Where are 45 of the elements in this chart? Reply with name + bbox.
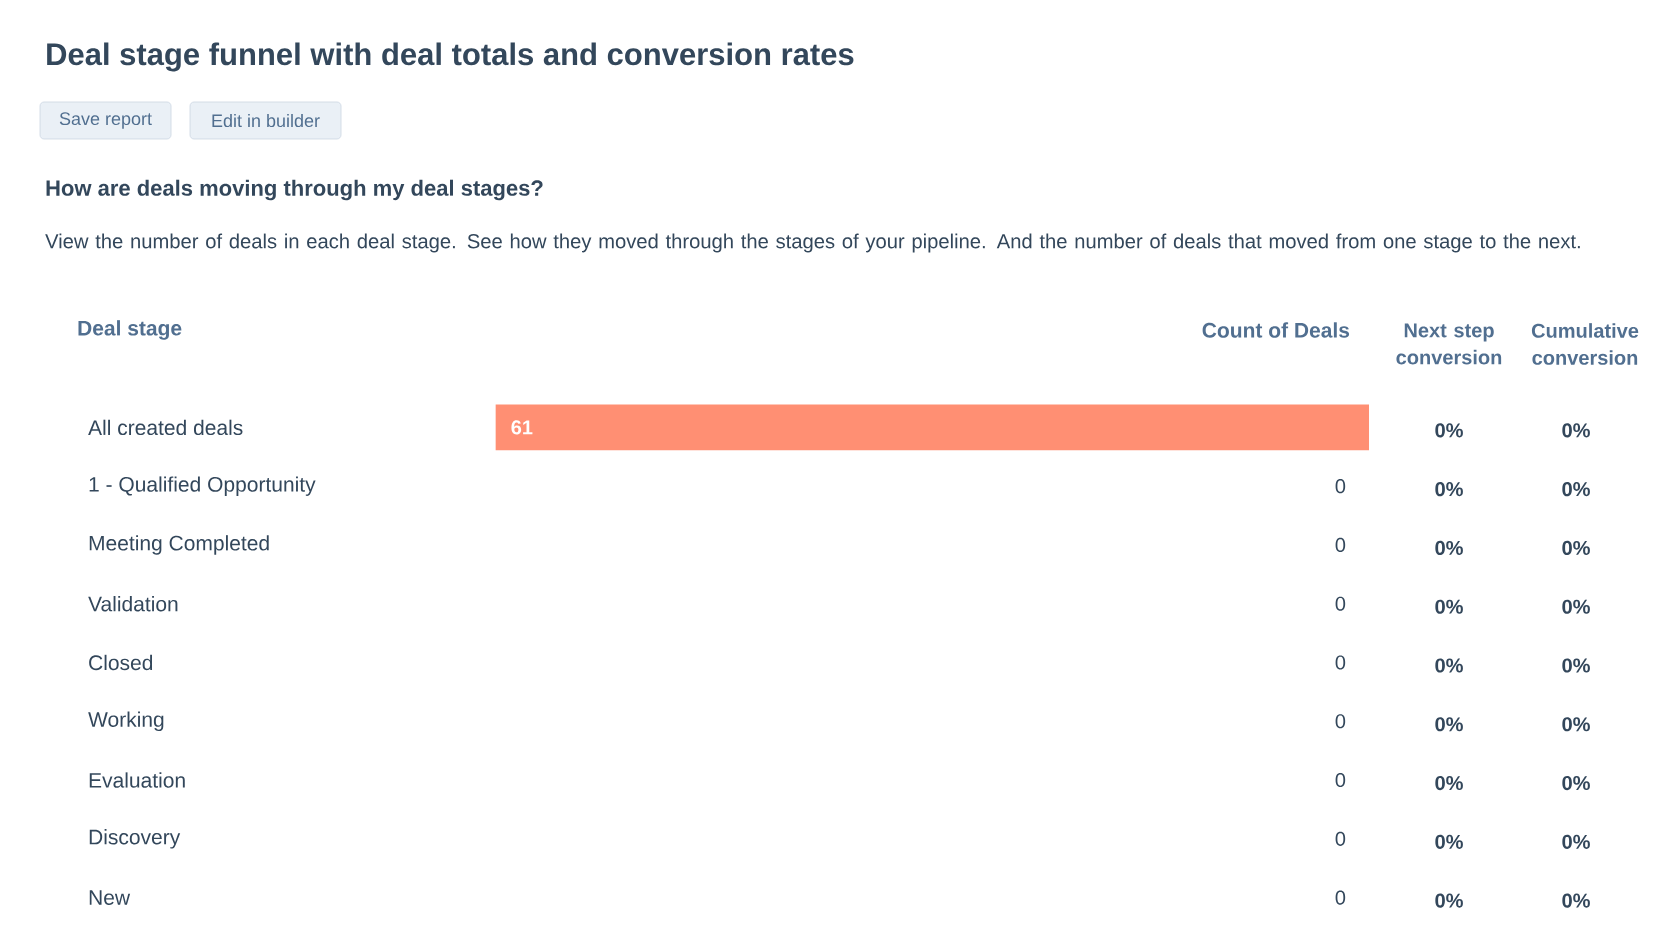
text: 0% — [1435, 893, 1463, 908]
text: Save report — [59, 112, 152, 129]
data-label: 0 — [1335, 831, 1346, 846]
y-axis-title: Deal stage — [78, 320, 182, 340]
data-label: 0 — [1335, 772, 1346, 788]
chart-title: Deal stage funnel with deal totals and conversion rates — [47, 42, 854, 72]
y-tick-label: 1 - Qualified Opportunity — [89, 476, 316, 496]
text: 0% — [1435, 658, 1463, 673]
data-label: 0 — [1335, 655, 1346, 670]
text: 0% — [1562, 658, 1590, 673]
data-label: 0 — [1335, 596, 1346, 611]
text: 0% — [1435, 717, 1463, 732]
text: 0% — [1435, 834, 1463, 849]
data-label: 0 — [1335, 479, 1346, 494]
text: 0% — [1562, 834, 1590, 849]
text: 0% — [1435, 423, 1463, 438]
text: View the number of deals in each deal stage. See how they moved through the stages of your pipeline. And the number of deals that moved from one stage to the next. — [45, 233, 1580, 253]
text: 0% — [1435, 482, 1463, 497]
text: 0% — [1562, 717, 1590, 732]
text: 0% — [1435, 540, 1463, 556]
y-tick-label: Validation — [88, 596, 178, 612]
text: 0% — [1562, 599, 1590, 614]
text: 0% — [1562, 893, 1590, 908]
y-tick-label: Working — [88, 711, 164, 732]
text: 0% — [1562, 482, 1590, 497]
y-tick-label: Meeting Completed — [89, 535, 269, 555]
data-label: 0 — [1335, 714, 1346, 729]
y-tick-label: Discovery — [89, 829, 181, 849]
text: 0% — [1562, 775, 1590, 791]
y-tick-label: New — [89, 890, 131, 905]
text: Cumulative conversion — [1531, 323, 1639, 365]
text: 0% — [1435, 775, 1463, 791]
data-label: 0 — [1335, 537, 1346, 553]
text: 0% — [1435, 599, 1463, 614]
y-tick-label: Evaluation — [89, 772, 185, 788]
text: Edit in builder — [212, 113, 320, 128]
text: How are deals moving through my deal stages? — [46, 179, 543, 201]
text: 0% — [1562, 540, 1590, 556]
x-axis-title: Count of Deals — [1202, 322, 1350, 338]
y-tick-label: All created deals — [88, 419, 243, 436]
text: 0% — [1562, 423, 1590, 438]
y-tick-label: Closed — [89, 654, 153, 671]
data-label: 61 — [511, 420, 533, 435]
data-label: 0 — [1335, 890, 1346, 905]
text: Next step conversion — [1396, 323, 1502, 365]
